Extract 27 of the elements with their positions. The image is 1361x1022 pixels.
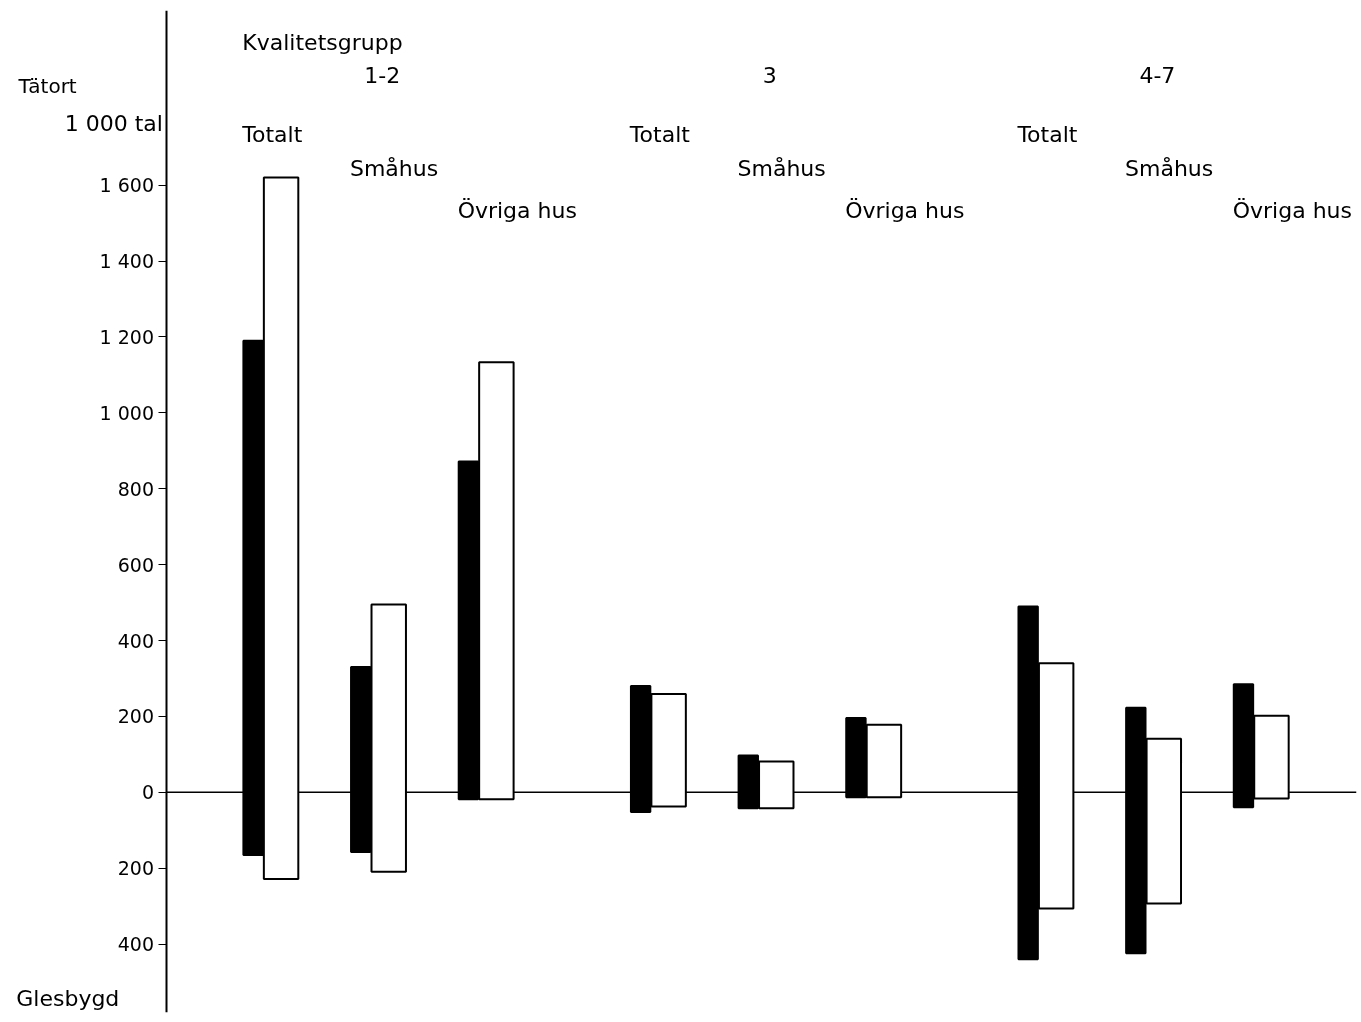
x-tick-label: Övriga hus (845, 198, 965, 224)
y-tick-label: 600 (117, 553, 154, 576)
annotation: 4-7 (1139, 63, 1176, 89)
x-tick-label: Totalt (241, 122, 303, 148)
x-tick-label: Småhus (737, 156, 826, 182)
x-tick-label: Övriga hus (457, 198, 577, 224)
x-tick-label: Småhus (1125, 156, 1214, 182)
y-tick-label: 400 (117, 933, 154, 956)
annotation: 1-2 (364, 63, 401, 89)
x-tick-label: Totalt (1016, 122, 1078, 148)
y-tick-label: 1 200 (99, 325, 154, 348)
text: Tätort (17, 73, 77, 98)
y-tick-label: 1 000 (99, 401, 154, 424)
y-tick-label: 200 (117, 705, 154, 728)
x-tick-label: Övriga hus (1232, 198, 1352, 224)
y-tick-label: 0 (141, 781, 154, 804)
y-axis-title: 1 000 tal (64, 110, 163, 136)
y-tick-label: 400 (117, 629, 154, 652)
x-tick-label: Totalt (628, 122, 691, 148)
y-tick-label: 200 (117, 857, 154, 880)
x-tick-label: Småhus (349, 156, 439, 182)
annotation: 3 (762, 63, 777, 89)
text: Glesbygd (16, 985, 120, 1011)
y-tick-label: 1 400 (99, 250, 154, 272)
annotation: Kvalitetsgrupp (242, 30, 403, 56)
y-tick-label: 800 (117, 477, 154, 500)
y-tick-label: 1 600 (99, 174, 154, 197)
